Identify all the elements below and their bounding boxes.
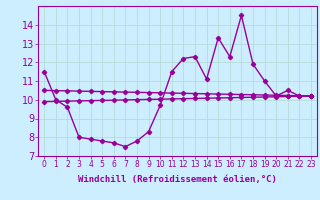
X-axis label: Windchill (Refroidissement éolien,°C): Windchill (Refroidissement éolien,°C) xyxy=(78,175,277,184)
